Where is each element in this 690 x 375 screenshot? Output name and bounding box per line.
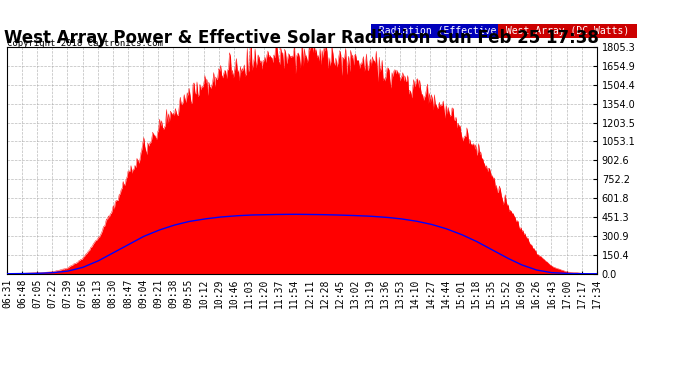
Title: West Array Power & Effective Solar Radiation Sun Feb 25 17:38: West Array Power & Effective Solar Radia…	[4, 29, 600, 47]
Text: Radiation (Effective w/m2): Radiation (Effective w/m2)	[373, 26, 538, 36]
Text: West Array (DC Watts): West Array (DC Watts)	[500, 26, 635, 36]
Text: Copyright 2018 Cartronics.com: Copyright 2018 Cartronics.com	[7, 39, 163, 48]
